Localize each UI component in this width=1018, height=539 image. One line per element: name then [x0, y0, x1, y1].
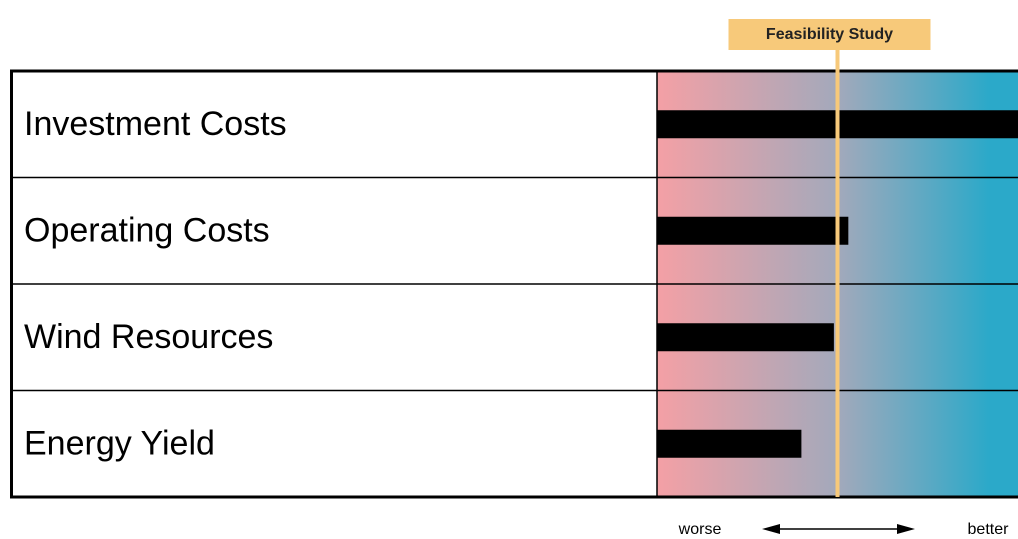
- reference-label-box: [728, 19, 931, 50]
- better-label: better: [968, 521, 1010, 538]
- reference-label: Feasibility Study: [766, 26, 893, 43]
- frame: [10, 69, 1018, 499]
- row-label: Operating Costs: [24, 212, 270, 250]
- worse-label: worse: [678, 521, 722, 538]
- arrow-head-left: [762, 524, 780, 534]
- row-label: Investment Costs: [24, 105, 287, 143]
- arrow-head-right: [897, 524, 915, 534]
- bar: [657, 216, 849, 245]
- row-label: Wind Resources: [24, 318, 273, 356]
- bar: [657, 323, 834, 352]
- bar: [657, 429, 802, 458]
- row-label: Energy Yield: [24, 425, 215, 463]
